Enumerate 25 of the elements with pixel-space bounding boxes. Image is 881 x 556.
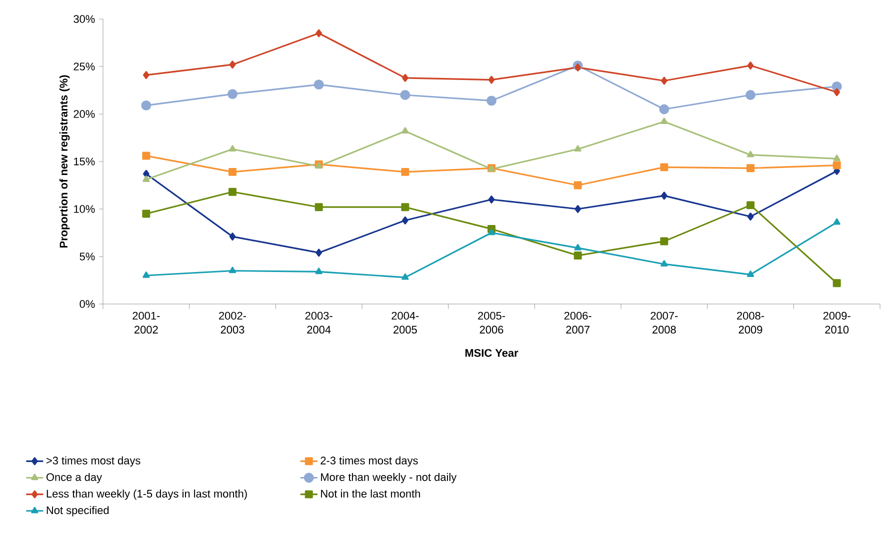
x-axis-title: MSIC Year (465, 349, 518, 357)
x-tick-label: 2008-2009 (737, 312, 764, 334)
x-tick-label: 2004-2005 (392, 312, 419, 334)
x-tick-label: 2003-2004 (305, 312, 332, 334)
x-tick-label: 2006-2007 (564, 312, 592, 334)
y-tick-label: 25% (74, 62, 95, 70)
y-tick-label: 20% (74, 110, 95, 118)
x-tick-label: 2007-2008 (650, 312, 678, 334)
legend-label: Not specified (46, 506, 109, 516)
y-tick-label: 30% (74, 15, 95, 23)
x-tick-label: 2001-2002 (132, 312, 160, 334)
y-tick-label: 5% (80, 252, 95, 260)
y-tick-label: 10% (74, 205, 95, 213)
legend-label: More than weekly - not daily (321, 472, 457, 484)
x-tick-label: 2005-2006 (478, 312, 506, 334)
y-tick-label: 15% (74, 158, 95, 166)
x-tick-label: 2002-2003 (219, 312, 246, 334)
legend-label: >3 times most days (46, 456, 140, 467)
legend-label: Once a day (46, 472, 102, 484)
y-axis-title: Proportion of new registrants (%) (59, 75, 70, 248)
legend-label: Not in the last month (321, 490, 420, 498)
legend-label: Less than weekly (1-5 days in last month) (46, 490, 247, 500)
x-tick-label: 2009-2010 (823, 312, 850, 334)
y-tick-label: 0% (80, 300, 95, 308)
legend-label: 2-3 times most days (320, 456, 418, 467)
